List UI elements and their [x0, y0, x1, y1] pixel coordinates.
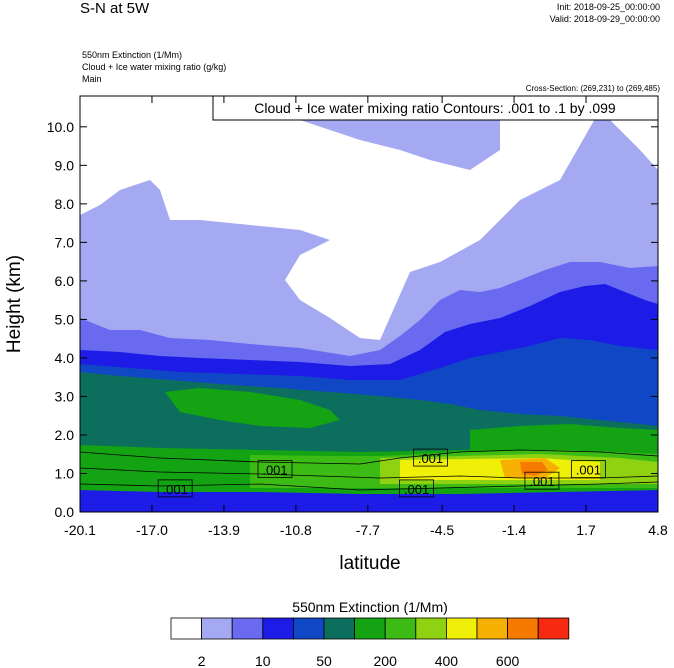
colorbar-label: 50 [316, 653, 332, 668]
colorbar-swatch [415, 617, 447, 640]
x-tick-label: -13.9 [208, 522, 240, 538]
x-tick-label: 1.7 [576, 522, 596, 538]
y-tick-label: 6.0 [55, 273, 75, 289]
init-time: Init: 2018-09-25_00:00:00 [556, 2, 660, 12]
colorbar-label: 600 [496, 653, 520, 668]
y-tick-label: 5.0 [55, 311, 75, 327]
contour-label-box [399, 479, 434, 498]
y-axis-title: Height (km) [4, 255, 25, 353]
colorbar-label: 2 [198, 653, 206, 668]
colorbar-label: 200 [374, 653, 398, 668]
colorbar-swatch [201, 617, 233, 640]
plot-title: S-N at 5W [80, 0, 150, 17]
overlay-label: Cloud + Ice water mixing ratio Contours:… [254, 100, 616, 116]
colorbar-swatch [354, 617, 386, 640]
x-tick-label: -20.1 [64, 522, 96, 538]
y-tick-label: 7.0 [55, 234, 75, 250]
colorbar-swatch [384, 617, 417, 640]
colorbar-swatch [292, 617, 325, 640]
field-line-1: 550nm Extinction (1/Mm) [82, 50, 183, 60]
x-tick-label: 4.8 [648, 522, 668, 538]
y-tick-label: 0.0 [55, 504, 75, 520]
colorbar-swatch [476, 617, 509, 640]
colorbar-swatch [323, 617, 356, 640]
contour-label: .001 [418, 451, 443, 466]
overlay-label-box [212, 95, 659, 121]
contour-label-box [257, 460, 293, 479]
x-axis: -20.1 -17.0 -13.9 -10.8 -7.7 -4.5 -1.4 1.7 4.8 [64, 96, 668, 538]
y-tick-label: 10.0 [47, 119, 74, 135]
contour-labels: .001 .001 .001 .001 .001 .001 [157, 448, 606, 498]
colorbar-labels: 2 10 50 200 400 600 [198, 653, 520, 668]
x-axis-title: latitude [339, 553, 400, 574]
contour-label-box [413, 448, 448, 467]
colorbar-swatch [231, 617, 264, 640]
x-tick-label: -10.8 [280, 522, 312, 538]
contour-label: .001 [529, 474, 554, 489]
colorbar-label: 400 [435, 653, 459, 668]
y-tick-label: 4.0 [55, 350, 75, 366]
contour-label-box [524, 471, 560, 490]
contour-label: .001 [163, 482, 188, 497]
colorbar-title: 550nm Extinction (1/Mm) [292, 599, 448, 615]
contour-label: .001 [262, 463, 287, 478]
colorbar-swatch [507, 617, 539, 640]
colorbar-swatch [537, 617, 570, 640]
y-tick-label: 1.0 [55, 465, 75, 481]
colorbar-swatch [445, 617, 478, 640]
y-tick-label: 8.0 [55, 196, 75, 212]
x-tick-label: -1.4 [502, 522, 526, 538]
colorbar-swatch [262, 617, 294, 640]
x-tick-label: -17.0 [136, 522, 168, 538]
colorbar [170, 617, 570, 640]
field-line-3: Main [82, 74, 102, 84]
y-tick-label: 2.0 [55, 427, 75, 443]
cross-section-label: Cross-Section: (269,231) to (269,485) [525, 84, 660, 93]
colorbar-label: 10 [255, 653, 271, 668]
contour-label: .001 [576, 463, 601, 478]
contour-label-box [570, 460, 606, 479]
y-axis: 0.0 1.0 2.0 3.0 4.0 5.0 6.0 7.0 8.0 9.0 10.0 [47, 119, 658, 520]
contour-label: .001 [404, 482, 429, 497]
valid-time: Valid: 2018-09-29_00:00:00 [549, 14, 660, 24]
contour-label-box [157, 479, 193, 498]
x-tick-label: -4.5 [430, 522, 454, 538]
colorbar-swatch [170, 617, 203, 640]
x-tick-label: -7.7 [356, 522, 380, 538]
y-tick-label: 3.0 [55, 388, 75, 404]
extinction-field [80, 96, 658, 512]
field-line-2: Cloud + Ice water mixing ratio (g/kg) [82, 62, 227, 72]
y-tick-label: 9.0 [55, 157, 75, 173]
